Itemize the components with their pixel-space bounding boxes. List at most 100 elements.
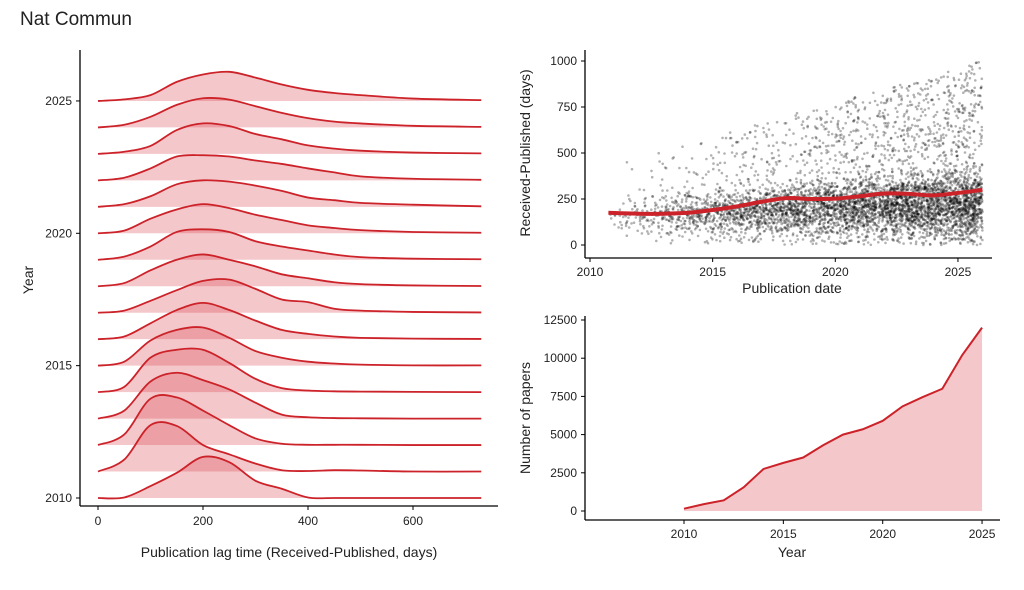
scatter-point [726,175,729,178]
scatter-point [723,152,726,155]
scatter-point [891,217,894,220]
scatter-point [684,207,687,210]
scatter-point [796,160,799,163]
scatter-point [794,213,797,216]
scatter-point [896,116,899,119]
scatter-point [889,154,892,157]
scatter-point [920,170,923,173]
scatter-point [934,141,937,144]
scatter-point [934,137,937,140]
scatter-point [909,150,912,153]
scatter-point [933,124,936,127]
scatter-point [922,244,925,247]
scatter-point [840,133,843,136]
scatter-point [797,205,800,208]
scatter-point [730,215,733,218]
scatter-point [659,184,662,187]
scatter-point [692,196,695,199]
scatter-point [972,153,975,156]
scatter-point [894,230,897,233]
scatter-point [878,205,881,208]
scatter-point [816,229,819,232]
scatter-point [843,228,846,231]
scatter-point [976,225,979,228]
scatter-point [928,199,931,202]
scatter-point [939,124,942,127]
ridge-y-tick-label: 2015 [45,359,72,373]
scatter-point [809,220,812,223]
scatter-point [947,124,950,127]
scatter-point [893,154,896,157]
scatter-point [763,207,766,210]
scatter-point [963,223,966,226]
scatter-point [801,123,804,126]
scatter-point [853,166,856,169]
scatter-point [937,219,940,222]
scatter-point [968,211,971,214]
scatter-point [797,220,800,223]
scatter-point [716,220,719,223]
scatter-point [846,226,849,229]
scatter-point [819,188,822,191]
scatter-point [646,230,649,233]
scatter-point [897,237,900,240]
ridge-y-tick-label: 2010 [45,491,72,505]
scatter-point [671,201,674,204]
scatter-point [963,204,966,207]
scatter-point [878,189,881,192]
scatter-point [947,171,950,174]
scatter-point [897,167,900,170]
scatter-point [958,108,961,111]
scatter-point [796,112,799,115]
scatter-point [830,120,833,123]
scatter-point [796,191,799,194]
scatter-point [955,222,958,225]
scatter-point [811,180,814,183]
scatter-point [964,79,967,82]
scatter-point [810,149,813,152]
scatter-point [800,221,803,224]
scatter-point [959,219,962,222]
scatter-point [940,76,943,79]
scatter-point [823,221,826,224]
scatter-point [768,163,771,166]
scatter-point [878,217,881,220]
scatter-point [964,184,967,187]
scatter-point [971,89,974,92]
scatter-point [805,209,808,212]
scatter-point [932,133,935,136]
scatter-point [907,118,910,121]
scatter-point [679,205,682,208]
scatter-point [861,216,864,219]
scatter-point [724,219,727,222]
scatter-point [797,188,800,191]
scatter-point [701,202,704,205]
scatter-point [731,151,734,154]
scatter-point [666,219,669,222]
scatter-point [843,178,846,181]
scatter-point [940,233,943,236]
scatter-point [807,153,810,156]
scatter-point [718,169,721,172]
scatter-point [850,239,853,242]
scatter-point [881,187,884,190]
ridge-area-2022 [98,155,481,180]
scatter-point [688,195,691,198]
scatter-point [893,90,896,93]
scatter-point [707,220,710,223]
scatter-point [871,136,874,139]
scatter-point [925,148,928,151]
scatter-point [858,173,861,176]
scatter-point [792,232,795,235]
scatter-point [921,175,924,178]
scatter-point [968,126,971,129]
scatter-point [746,198,749,201]
scatter-point [981,126,984,129]
scatter-point [951,101,954,104]
scatter-point [866,168,869,171]
scatter-point [743,208,746,211]
scatter-point [690,208,693,211]
scatter-point [948,89,951,92]
scatter-point [889,214,892,217]
scatter-point [905,178,908,181]
